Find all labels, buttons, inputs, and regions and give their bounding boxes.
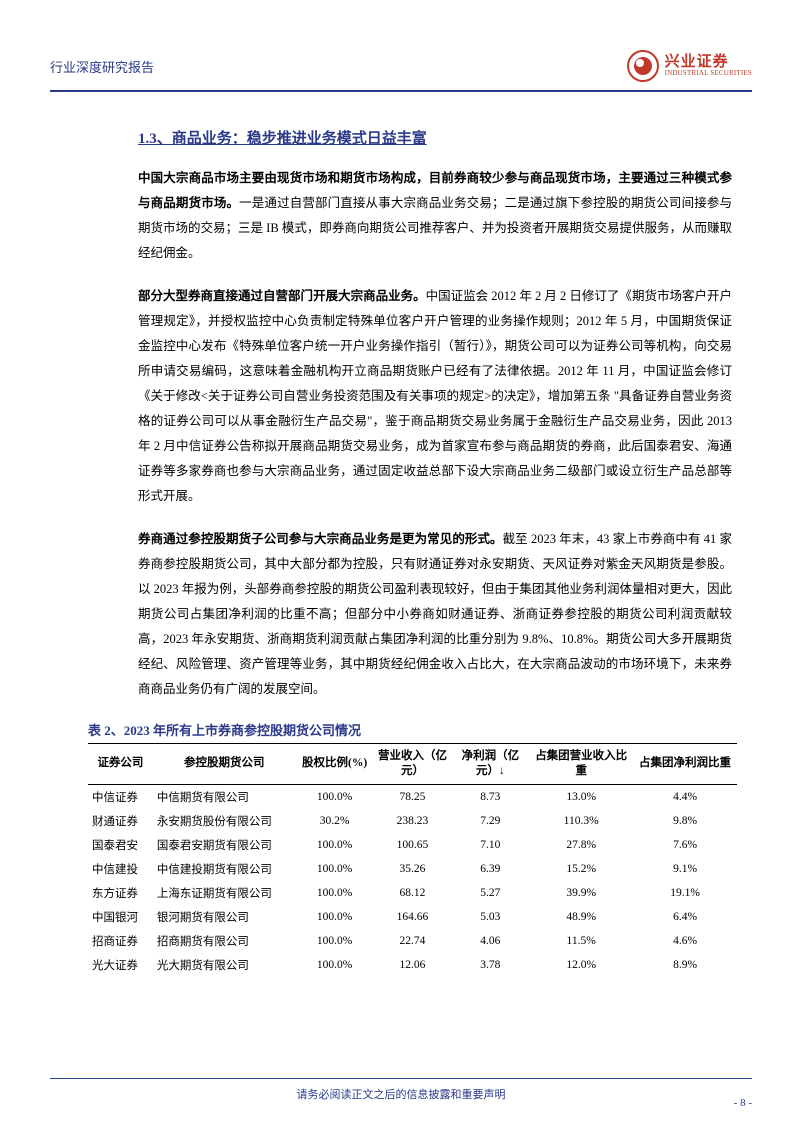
footer-text: 请务必阅读正文之后的信息披露和重要声明: [297, 1089, 506, 1101]
content-body: 1.3、商品业务：稳步推进业务模式日益丰富 中国大宗商品市场主要由现货市场和期货…: [50, 127, 752, 977]
logo-chinese: 兴业证券: [665, 54, 752, 71]
table-cell: 100.0%: [296, 833, 374, 857]
table-cell: 9.1%: [633, 857, 737, 881]
table-cell: 中信期货有限公司: [153, 784, 296, 809]
table-cell: 68.12: [374, 881, 452, 905]
table-row: 光大证券光大期货有限公司100.0%12.063.7812.0%8.9%: [88, 953, 737, 977]
col-company: 证券公司: [88, 744, 153, 785]
col-rev-pct: 占集团营业收入比重: [529, 744, 633, 785]
page-footer: 请务必阅读正文之后的信息披露和重要声明 - 8 -: [50, 1078, 752, 1103]
table-cell: 中国银河: [88, 905, 153, 929]
table-cell: 7.6%: [633, 833, 737, 857]
table-cell: 100.0%: [296, 857, 374, 881]
col-profit: 净利润（亿元）↓: [451, 744, 529, 785]
futures-table: 证券公司 参控股期货公司 股权比例(%) 营业收入（亿元） 净利润（亿元）↓ 占…: [88, 743, 737, 977]
table-cell: 13.0%: [529, 784, 633, 809]
table-cell: 30.2%: [296, 809, 374, 833]
para2-bold: 部分大型券商直接通过自营部门开展大宗商品业务。: [138, 289, 426, 303]
table-cell: 4.4%: [633, 784, 737, 809]
table-cell: 12.06: [374, 953, 452, 977]
table-cell: 东方证券: [88, 881, 153, 905]
table-caption: 表 2、2023 年所有上市券商参控股期货公司情况: [88, 720, 732, 739]
table-cell: 48.9%: [529, 905, 633, 929]
table-cell: 100.0%: [296, 905, 374, 929]
table-cell: 238.23: [374, 809, 452, 833]
table-cell: 6.39: [451, 857, 529, 881]
company-logo: 兴业证券 INDUSTRIAL SECURITIES: [627, 50, 752, 82]
table-cell: 4.06: [451, 929, 529, 953]
table-cell: 15.2%: [529, 857, 633, 881]
table-cell: 9.8%: [633, 809, 737, 833]
table-row: 东方证券上海东证期货有限公司100.0%68.125.2739.9%19.1%: [88, 881, 737, 905]
table-cell: 银河期货有限公司: [153, 905, 296, 929]
table-cell: 3.78: [451, 953, 529, 977]
para2-rest: 中国证监会 2012 年 2 月 2 日修订了《期货市场客户开户管理规定》，并授…: [138, 289, 732, 503]
table-cell: 中信建投期货有限公司: [153, 857, 296, 881]
page-header: 行业深度研究报告 兴业证券 INDUSTRIAL SECURITIES: [50, 50, 752, 92]
header-title: 行业深度研究报告: [50, 57, 154, 76]
table-cell: 39.9%: [529, 881, 633, 905]
table-cell: 中信建投: [88, 857, 153, 881]
table-cell: 6.4%: [633, 905, 737, 929]
page-number: - 8 -: [734, 1097, 752, 1109]
table-cell: 光大证券: [88, 953, 153, 977]
table-cell: 5.03: [451, 905, 529, 929]
table-cell: 国泰君安: [88, 833, 153, 857]
table-cell: 8.9%: [633, 953, 737, 977]
para3-bold: 券商通过参控股期货子公司参与大宗商品业务是更为常见的形式。: [138, 532, 503, 546]
table-header-row: 证券公司 参控股期货公司 股权比例(%) 营业收入（亿元） 净利润（亿元）↓ 占…: [88, 744, 737, 785]
table-cell: 22.74: [374, 929, 452, 953]
table-cell: 110.3%: [529, 809, 633, 833]
logo-icon: [627, 50, 659, 82]
logo-text: 兴业证券 INDUSTRIAL SECURITIES: [665, 54, 752, 78]
table-cell: 上海东证期货有限公司: [153, 881, 296, 905]
logo-english: INDUSTRIAL SECURITIES: [665, 70, 752, 78]
paragraph-3: 券商通过参控股期货子公司参与大宗商品业务是更为常见的形式。截至 2023 年末，…: [138, 527, 732, 702]
table-cell: 19.1%: [633, 881, 737, 905]
table-cell: 中信证券: [88, 784, 153, 809]
section-title: 1.3、商品业务：稳步推进业务模式日益丰富: [138, 127, 732, 148]
paragraph-2: 部分大型券商直接通过自营部门开展大宗商品业务。中国证监会 2012 年 2 月 …: [138, 284, 732, 509]
table-row: 中信建投中信建投期货有限公司100.0%35.266.3915.2%9.1%: [88, 857, 737, 881]
table-cell: 27.8%: [529, 833, 633, 857]
table-cell: 35.26: [374, 857, 452, 881]
col-revenue: 营业收入（亿元）: [374, 744, 452, 785]
table-cell: 11.5%: [529, 929, 633, 953]
table-cell: 永安期货股份有限公司: [153, 809, 296, 833]
table-cell: 100.0%: [296, 929, 374, 953]
table-row: 招商证券招商期货有限公司100.0%22.744.0611.5%4.6%: [88, 929, 737, 953]
table-cell: 12.0%: [529, 953, 633, 977]
table-row: 中信证券中信期货有限公司100.0%78.258.7313.0%4.4%: [88, 784, 737, 809]
table-wrap: 证券公司 参控股期货公司 股权比例(%) 营业收入（亿元） 净利润（亿元）↓ 占…: [88, 743, 737, 977]
table-cell: 5.27: [451, 881, 529, 905]
table-cell: 100.0%: [296, 881, 374, 905]
table-row: 财通证券永安期货股份有限公司30.2%238.237.29110.3%9.8%: [88, 809, 737, 833]
table-cell: 4.6%: [633, 929, 737, 953]
table-cell: 7.29: [451, 809, 529, 833]
table-cell: 100.0%: [296, 953, 374, 977]
col-futures: 参控股期货公司: [153, 744, 296, 785]
table-cell: 招商证券: [88, 929, 153, 953]
col-equity: 股权比例(%): [296, 744, 374, 785]
table-cell: 财通证券: [88, 809, 153, 833]
table-cell: 8.73: [451, 784, 529, 809]
table-row: 国泰君安国泰君安期货有限公司100.0%100.657.1027.8%7.6%: [88, 833, 737, 857]
table-cell: 164.66: [374, 905, 452, 929]
table-cell: 国泰君安期货有限公司: [153, 833, 296, 857]
table-cell: 78.25: [374, 784, 452, 809]
table-cell: 100.0%: [296, 784, 374, 809]
table-row: 中国银河银河期货有限公司100.0%164.665.0348.9%6.4%: [88, 905, 737, 929]
para3-rest: 截至 2023 年末，43 家上市券商中有 41 家券商参控股期货公司，其中大部…: [138, 532, 732, 696]
table-cell: 7.10: [451, 833, 529, 857]
table-cell: 光大期货有限公司: [153, 953, 296, 977]
table-cell: 100.65: [374, 833, 452, 857]
table-cell: 招商期货有限公司: [153, 929, 296, 953]
col-profit-pct: 占集团净利润比重: [633, 744, 737, 785]
paragraph-1: 中国大宗商品市场主要由现货市场和期货市场构成，目前券商较少参与商品现货市场，主要…: [138, 166, 732, 266]
